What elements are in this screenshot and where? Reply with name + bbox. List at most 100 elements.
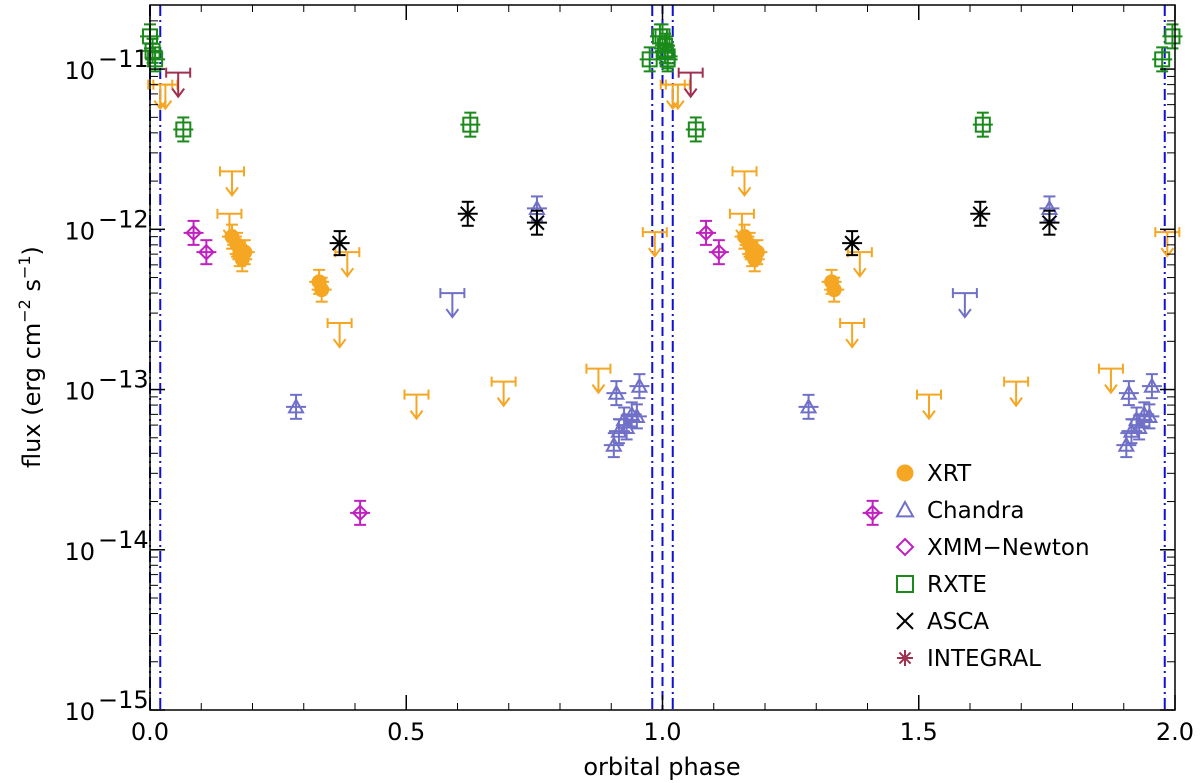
marker-triangle bbox=[1122, 422, 1141, 438]
upper-limit-arrow-head bbox=[445, 308, 460, 319]
marker-square bbox=[896, 575, 914, 593]
upper-limit-arrow-head bbox=[737, 186, 752, 198]
data-point bbox=[329, 230, 350, 257]
upper-limit-arrow-head bbox=[409, 409, 424, 421]
marker-square bbox=[1154, 51, 1171, 68]
y-tick-exponent: −14 bbox=[98, 526, 149, 554]
upper-limit-arrow-head bbox=[853, 267, 867, 278]
upper-limit-arrow-head bbox=[225, 186, 239, 198]
data-point bbox=[972, 111, 993, 138]
data-point bbox=[842, 230, 863, 257]
data-point bbox=[708, 239, 729, 266]
marker-circle bbox=[896, 464, 914, 482]
y-tick-exponent: −13 bbox=[98, 366, 149, 394]
data-point bbox=[350, 499, 371, 526]
marker-x-b bbox=[529, 214, 545, 231]
upper-limit bbox=[677, 67, 704, 99]
data-point bbox=[196, 239, 217, 266]
marker-diamond bbox=[197, 243, 215, 261]
data-point bbox=[1152, 46, 1173, 73]
legend-label: XRT bbox=[927, 461, 972, 487]
upper-limit bbox=[839, 318, 866, 349]
upper-limit bbox=[403, 389, 430, 421]
data-point bbox=[862, 499, 883, 526]
upper-limit-arrow-head bbox=[1009, 397, 1023, 408]
y-tick-label: 10 bbox=[64, 378, 95, 406]
marker-circle bbox=[749, 244, 765, 260]
upper-limit bbox=[585, 363, 612, 395]
marker-x-b bbox=[896, 612, 914, 630]
upper-limit-arrow-head bbox=[153, 100, 168, 111]
upper-limit-arrow-head bbox=[665, 100, 680, 111]
marker-square bbox=[1164, 28, 1181, 45]
data-point bbox=[629, 373, 650, 400]
data-point bbox=[173, 116, 194, 143]
x-tick-label: 2.0 bbox=[1156, 718, 1194, 746]
marker-x-b bbox=[460, 206, 476, 222]
legend-entry-integral: INTEGRAL bbox=[897, 646, 1041, 672]
marker-square bbox=[175, 121, 192, 138]
data-point bbox=[145, 46, 166, 73]
upper-limit bbox=[641, 227, 668, 258]
upper-limit bbox=[490, 376, 517, 408]
y-axis-title-main: flux (erg cm bbox=[18, 323, 46, 468]
marker-square bbox=[144, 42, 161, 59]
upper-limit bbox=[165, 67, 192, 99]
data-point bbox=[234, 239, 255, 266]
marker-x-b bbox=[972, 206, 988, 222]
marker-x-b bbox=[1041, 214, 1058, 231]
marker-x-b bbox=[331, 235, 348, 251]
series-asca bbox=[329, 200, 1060, 257]
upper-limit-arrow-head bbox=[1104, 384, 1118, 395]
marker-diamond bbox=[185, 224, 202, 242]
marker-triangle bbox=[1143, 377, 1161, 393]
upper-limit-arrow-head bbox=[171, 88, 185, 99]
upper-limit bbox=[916, 389, 942, 421]
marker-square bbox=[974, 116, 991, 133]
upper-limit-arrow-head bbox=[340, 267, 355, 278]
upper-limit-arrow-head bbox=[671, 100, 685, 111]
data-point bbox=[639, 46, 660, 73]
x-tick-label: 0.0 bbox=[131, 718, 169, 746]
upper-limit bbox=[731, 166, 758, 198]
upper-limit-arrow-head bbox=[845, 338, 859, 349]
y-tick-label: 10 bbox=[64, 57, 95, 85]
series-integral bbox=[165, 67, 704, 99]
upper-limit-arrow-head bbox=[648, 247, 662, 258]
upper-limit bbox=[1097, 363, 1124, 395]
data-point bbox=[311, 276, 332, 303]
x-tick-label: 0.5 bbox=[387, 718, 425, 746]
data-point bbox=[1139, 403, 1160, 430]
data-point bbox=[798, 393, 819, 420]
legend-label: RXTE bbox=[927, 572, 987, 598]
legend-label: ASCA bbox=[927, 609, 989, 635]
upper-limit-arrow-head bbox=[922, 409, 936, 421]
marker-x-b bbox=[844, 235, 860, 251]
data-point bbox=[460, 111, 481, 138]
marker-triangle bbox=[895, 499, 915, 518]
marker-triangle bbox=[799, 397, 818, 414]
data-point bbox=[1162, 23, 1183, 50]
upper-limit bbox=[219, 166, 245, 198]
marker-triangle bbox=[610, 422, 628, 438]
upper-limit bbox=[728, 208, 755, 240]
data-point bbox=[526, 209, 547, 236]
y-axis-title-exp2: −1 bbox=[15, 255, 34, 279]
upper-limit bbox=[1003, 376, 1030, 408]
legend-entry-rxte: RXTE bbox=[896, 572, 987, 598]
marker-circle bbox=[826, 282, 842, 298]
marker-square bbox=[657, 42, 674, 59]
upper-limit bbox=[216, 208, 243, 240]
y-axis-title: flux (erg cm−2 s−1) bbox=[15, 246, 46, 468]
marker-square bbox=[641, 51, 658, 68]
y-tick-exponent: −12 bbox=[98, 205, 149, 233]
upper-limit-arrow-head bbox=[735, 229, 749, 240]
data-point bbox=[457, 200, 478, 227]
upper-limit-arrow-head bbox=[683, 88, 698, 99]
marker-square bbox=[462, 116, 479, 133]
legend-entry-xrt: XRT bbox=[896, 461, 972, 487]
marker-triangle bbox=[605, 436, 623, 452]
data-point bbox=[286, 393, 307, 420]
